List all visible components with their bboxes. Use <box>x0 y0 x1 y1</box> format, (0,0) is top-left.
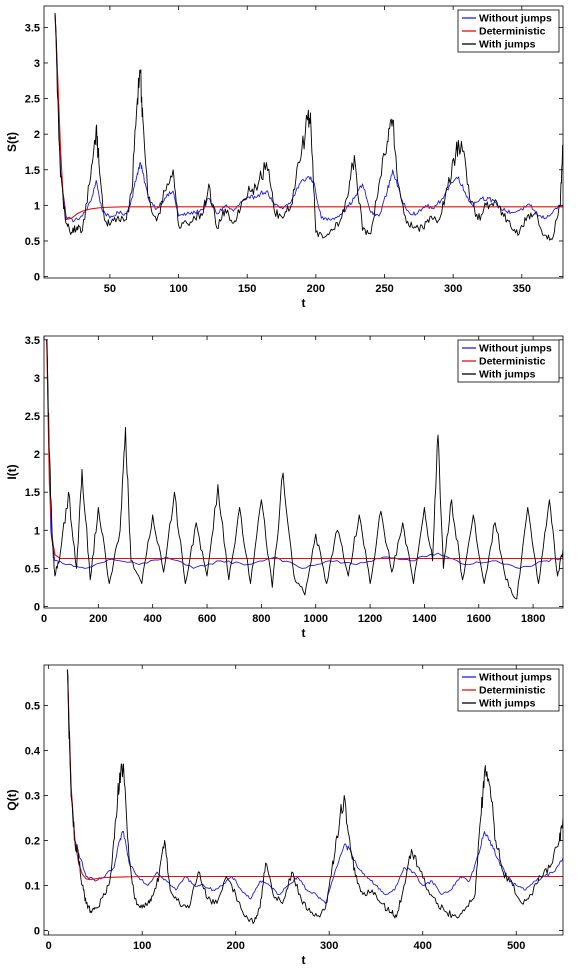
x-tick-label: 600 <box>198 613 216 625</box>
x-tick-label: 300 <box>320 940 338 952</box>
series-line-deterministic <box>66 669 563 881</box>
legend-label-without-jumps: Without jumps <box>479 343 552 355</box>
y-tick-label: 3.5 <box>25 335 40 347</box>
legend-label-deterministic: Deterministic <box>479 356 546 368</box>
y-tick-label: 1.5 <box>25 165 40 177</box>
x-tick-label: 0 <box>41 613 47 625</box>
legend-label-with-jumps: With jumps <box>479 698 536 710</box>
y-tick-label: 0.2 <box>25 836 40 848</box>
legend-label-without-jumps: Without jumps <box>479 13 552 25</box>
y-tick-label: 2 <box>34 129 40 141</box>
series-group <box>46 339 563 600</box>
x-tick-label: 150 <box>238 283 256 295</box>
y-tick-label: 2.5 <box>25 411 40 423</box>
x-tick-label: 250 <box>375 283 393 295</box>
x-axis-label: t <box>302 296 306 310</box>
y-tick-label: 0 <box>34 272 40 284</box>
x-tick-label: 1800 <box>521 613 545 625</box>
x-tick-label: 400 <box>144 613 162 625</box>
y-tick-label: 1 <box>34 200 40 212</box>
x-tick-label: 350 <box>513 283 531 295</box>
x-tick-label: 1200 <box>358 613 382 625</box>
x-tick-label: 0 <box>46 940 52 952</box>
y-tick-label: 0.1 <box>25 881 40 893</box>
axes-frame <box>43 5 564 279</box>
y-tick-label: 1 <box>34 525 40 537</box>
series-line-with-jumps <box>66 669 563 924</box>
y-tick-label: 3 <box>34 373 40 385</box>
x-tick-label: 100 <box>133 940 151 952</box>
chart-panel-3: 0 100 200 300 400 500 0 0.1 0.2 0.3 0.4 0.5 t Q(t) Wit… <box>5 664 564 967</box>
x-tick-label: 300 <box>444 283 462 295</box>
y-tick-label: 0.5 <box>25 236 40 248</box>
y-tick-label: 0.3 <box>25 791 40 803</box>
x-tick-label: 200 <box>307 283 325 295</box>
y-tick-label: 0 <box>34 926 40 938</box>
y-axis-label: I(t) <box>5 464 19 479</box>
series-line-with-jumps <box>46 339 563 600</box>
series-line-deterministic <box>54 13 563 221</box>
chart-panel-2: 0 200 400 600 800 1000 1200 1400 1600 1800 0 0.5 1 1.… <box>5 335 564 640</box>
legend-label-deterministic: Deterministic <box>479 26 546 38</box>
y-tick-label: 2.5 <box>25 94 40 106</box>
series-line-with-jumps <box>54 13 563 241</box>
x-axis-label: t <box>302 953 306 967</box>
y-tick-label: 0.5 <box>25 701 40 713</box>
x-tick-label: 50 <box>104 283 116 295</box>
axes-frame <box>43 335 564 609</box>
axes-frame <box>43 664 564 936</box>
x-tick-label: 1000 <box>303 613 327 625</box>
legend-label-deterministic: Deterministic <box>479 685 546 697</box>
series-line-without-jumps <box>54 13 563 223</box>
legend-label-with-jumps: With jumps <box>479 369 536 381</box>
x-tick-label: 200 <box>89 613 107 625</box>
x-tick-label: 400 <box>414 940 432 952</box>
x-tick-label: 500 <box>507 940 525 952</box>
y-axis-label: Q(t) <box>5 789 19 810</box>
y-tick-label: 0.4 <box>25 746 41 758</box>
legend-label-without-jumps: Without jumps <box>479 672 552 684</box>
y-tick-label: 2 <box>34 449 40 461</box>
series-group <box>54 13 563 241</box>
y-tick-label: 1.5 <box>25 487 40 499</box>
y-tick-label: 3 <box>34 58 40 70</box>
y-tick-label: 0.5 <box>25 563 40 575</box>
y-tick-label: 0 <box>34 601 40 613</box>
x-tick-label: 200 <box>227 940 245 952</box>
chart-panel-1: 50 100 150 200 250 300 350 0 0.5 1 1.5 2 2.5 3 3.5 t S(t… <box>5 5 564 310</box>
x-axis-label: t <box>302 626 306 640</box>
series-group <box>66 669 563 924</box>
legend-label-with-jumps: With jumps <box>479 39 536 51</box>
x-tick-label: 100 <box>169 283 187 295</box>
x-tick-label: 1400 <box>412 613 436 625</box>
x-tick-label: 800 <box>252 613 270 625</box>
x-tick-label: 1600 <box>467 613 491 625</box>
legend-box <box>457 339 560 383</box>
series-line-without-jumps <box>66 669 563 904</box>
y-axis-label: S(t) <box>5 132 19 152</box>
y-tick-label: 3.5 <box>25 22 40 34</box>
